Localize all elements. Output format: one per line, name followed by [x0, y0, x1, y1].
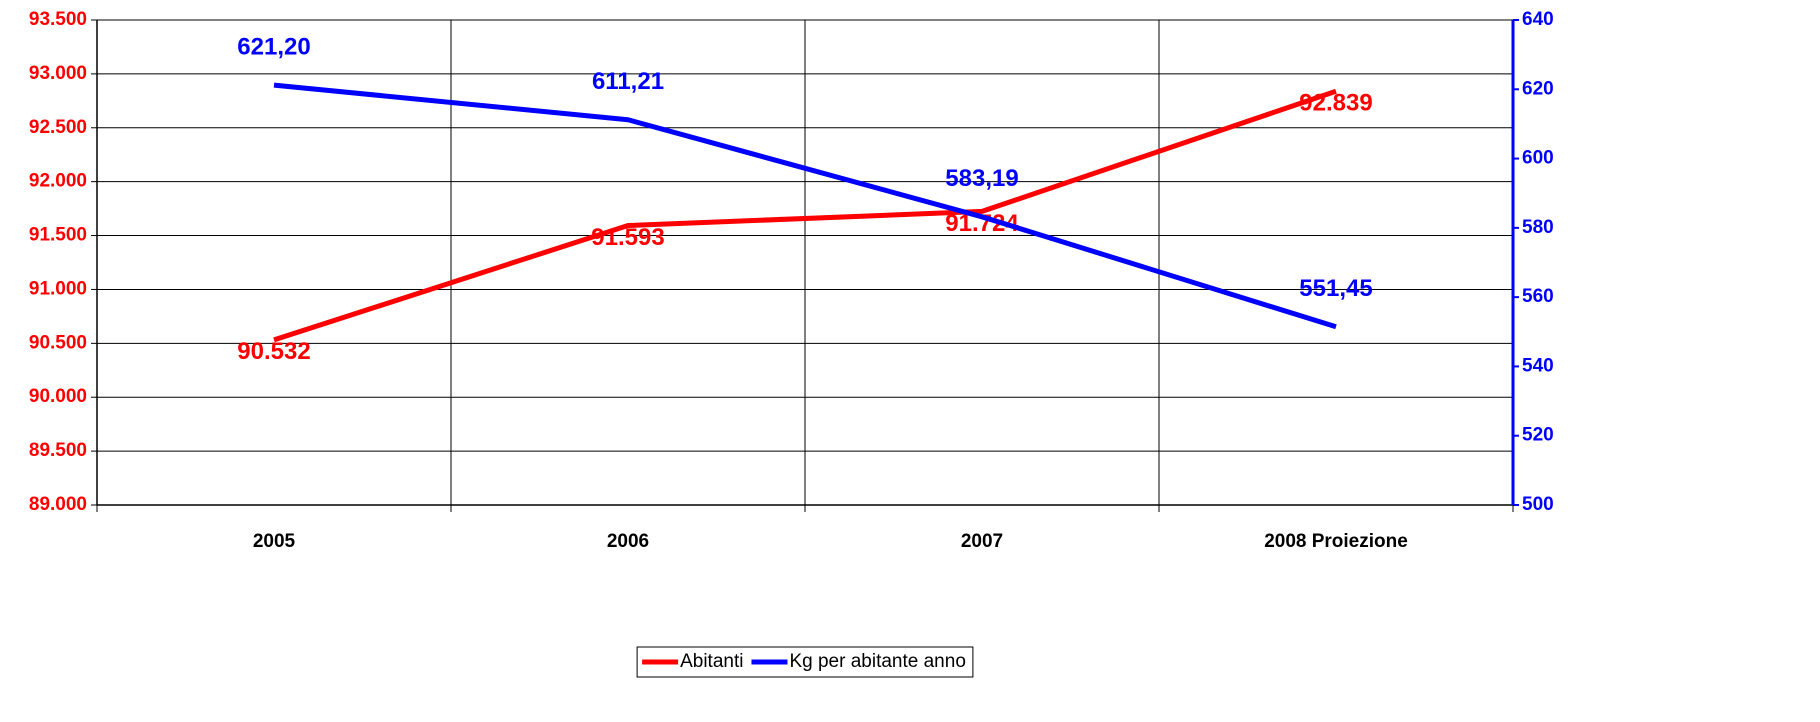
legend-box: [636, 646, 974, 678]
y2-tick-label: 640: [1522, 9, 1554, 30]
y-tick-label: 89.500: [29, 440, 87, 461]
data-label: 551,45: [1299, 275, 1372, 302]
y-tick-label: 89.000: [29, 494, 87, 515]
y2-tick-label: 520: [1522, 425, 1554, 446]
data-label: 91.593: [591, 224, 664, 251]
y-tick-label: 93.500: [29, 9, 87, 30]
y2-tick-label: 580: [1522, 217, 1554, 238]
y2-tick-label: 500: [1522, 494, 1554, 515]
data-label: 611,21: [592, 68, 664, 95]
y-tick-label: 92.000: [29, 171, 87, 192]
data-label: 621,20: [237, 33, 310, 60]
data-label: 90.532: [237, 338, 310, 365]
y2-tick-label: 540: [1522, 355, 1554, 376]
x-tick-label: 2006: [607, 531, 649, 552]
y-tick-label: 91.000: [29, 278, 87, 299]
x-tick-label: 2005: [253, 531, 296, 552]
y-tick-label: 93.000: [29, 63, 87, 84]
data-label: 92.839: [1299, 90, 1372, 117]
y-tick-label: 91.500: [29, 225, 87, 246]
data-label: 583,19: [945, 165, 1018, 192]
series-line: [273, 82, 1337, 330]
x-tick-label: 2008 Proiezione: [1264, 531, 1408, 552]
y2-tick-label: 600: [1522, 148, 1554, 169]
y-tick-label: 92.500: [29, 117, 87, 138]
legend-label: Abitanti: [680, 651, 743, 672]
legend-label: Kg per abitante anno: [789, 651, 965, 672]
y-tick-label: 90.500: [29, 332, 87, 353]
y2-tick-label: 560: [1522, 286, 1554, 307]
y2-tick-label: 620: [1522, 78, 1554, 99]
series-line: [273, 88, 1337, 343]
y-tick-label: 90.000: [29, 386, 87, 407]
x-tick-label: 2007: [961, 531, 1003, 552]
